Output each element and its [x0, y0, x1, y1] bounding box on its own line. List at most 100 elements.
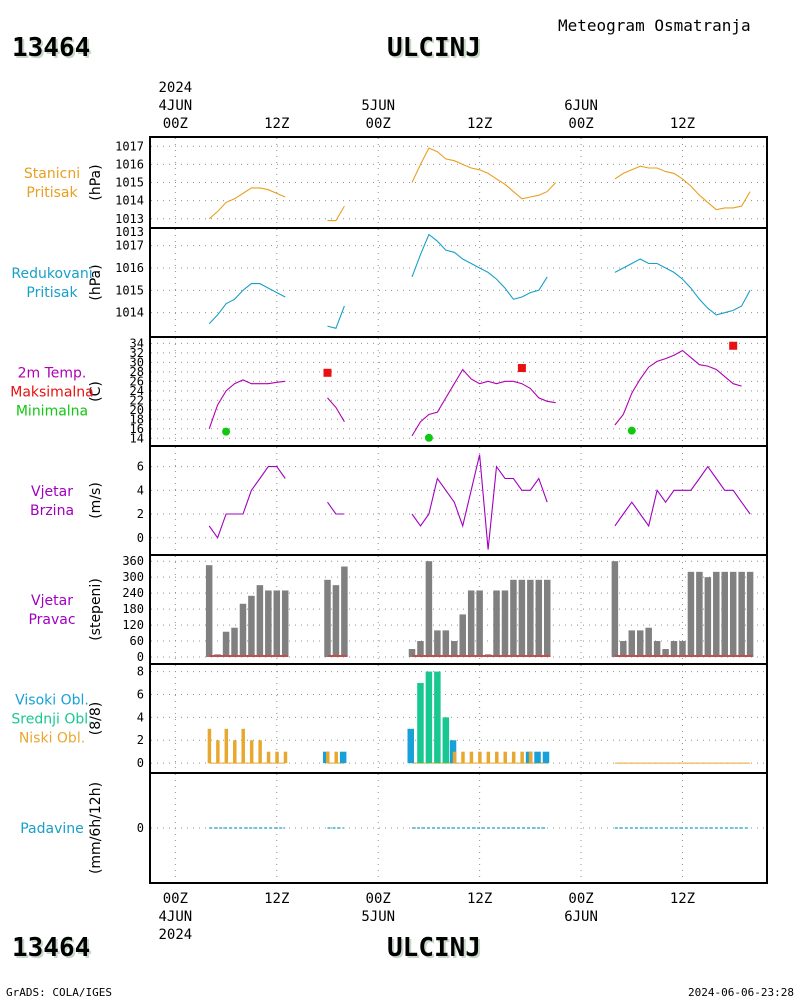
y-tick-label: 1017 — [115, 239, 144, 253]
panel-data-cloud_cover — [207, 671, 751, 764]
wind-direction-bar — [256, 585, 264, 658]
series-line-wind_speed — [208, 466, 286, 539]
wind-direction-bar — [501, 590, 509, 658]
panel-data-reduced_pressure — [208, 233, 751, 329]
panel-data-wind_direction — [205, 561, 754, 658]
cloud-low-bar — [283, 751, 288, 764]
panel-label: Minimalna — [16, 404, 88, 420]
series-line-wind_speed — [411, 454, 548, 550]
wind-direction-bar — [527, 579, 534, 658]
cloud-low-bar — [207, 728, 212, 764]
y-tick-label-cut: 1013 — [115, 225, 144, 239]
panel-cloud_cover: 0 2 4 6 8 (8/8)Visoki Obl. Srednji Obl. Niski O… — [11, 663, 768, 774]
wind-direction-bar — [518, 579, 526, 658]
wind-direction-bar — [341, 566, 348, 658]
y-axis-unit: (C) — [88, 381, 104, 402]
wind-direction-bar — [662, 649, 669, 658]
y-tick-label: 360 — [122, 554, 144, 568]
y-axis-unit: (m/s) — [88, 482, 104, 519]
cloud-high-bar — [542, 751, 550, 764]
time-tick-bottom: 12Z — [670, 891, 695, 907]
timestamp-text: 2024-06-06-23:28 — [688, 986, 794, 999]
wind-direction-bar — [679, 641, 686, 658]
series-line-reduced_pressure — [614, 258, 751, 316]
y-tick-label: 1016 — [115, 261, 144, 275]
y-tick-label: 30 — [130, 355, 144, 369]
panel-label: Stanicni — [24, 166, 80, 182]
wind-direction-bar — [729, 571, 737, 658]
date-label-bottom: 5JUN — [361, 909, 395, 925]
min-temp-marker — [424, 433, 433, 442]
cloud-low-bar — [461, 751, 465, 764]
wind-direction-bar — [636, 630, 644, 658]
series-line-station_pressure — [614, 165, 751, 211]
wind-direction-bar — [459, 614, 466, 658]
cloud-low-bar — [325, 751, 330, 764]
time-tick-top: 12Z — [467, 116, 492, 132]
wind-direction-bar — [324, 579, 331, 658]
year-label-top: 2024 — [158, 80, 192, 96]
cloud-low-bar — [216, 740, 220, 764]
series-line-temperature — [327, 397, 345, 422]
y-tick-label: 2 — [137, 733, 144, 747]
panel-data-wind_speed — [208, 454, 751, 550]
panel-label: Pritisak — [26, 185, 78, 201]
time-tick-top: 00Z — [366, 116, 391, 132]
wind-direction-bar — [434, 630, 441, 658]
y-tick-label: 1017 — [115, 139, 144, 153]
wind-direction-bar — [281, 590, 289, 658]
cloud-low-bar — [511, 751, 516, 764]
y-tick-label: 240 — [122, 586, 144, 600]
cloud-low-bar — [495, 751, 499, 764]
panel-wind_direction: 0 60 120 180 240 300 360 (stepeni) Vjetar Pravac — [28, 554, 768, 665]
station-name-bottom: ULCINJ — [387, 933, 481, 963]
wind-direction-bar — [408, 649, 416, 658]
cloud-low-bar — [478, 751, 482, 764]
panel-label: Vjetar — [31, 484, 73, 500]
panel-label: Pritisak — [26, 285, 78, 301]
y-tick-label: 180 — [122, 602, 144, 616]
y-tick-label: 28 — [130, 365, 144, 379]
cloud-low-bar — [258, 740, 262, 764]
panel-label: Pravac — [28, 612, 75, 628]
wind-direction-bar — [451, 641, 458, 658]
wind-direction-bar — [442, 630, 450, 658]
y-tick-label: 20 — [130, 403, 144, 417]
wind-direction-bar — [653, 641, 661, 658]
panel-label: Visoki Obl. — [15, 693, 89, 709]
cloud-low-bar — [241, 728, 245, 764]
panel-label: Redukovani — [11, 266, 92, 282]
time-tick-bottom: 12Z — [467, 891, 492, 907]
credit-text: GrADS: COLA/IGES — [6, 986, 112, 999]
time-tick-bottom: 00Z — [163, 891, 188, 907]
cloud-mid-bar — [434, 671, 441, 764]
panel-label: Brzina — [30, 503, 74, 519]
panel-frame — [149, 336, 768, 447]
cloud-high-bar — [534, 751, 541, 764]
wind-direction-bar — [670, 641, 678, 658]
date-label-bottom: 4JUN — [158, 909, 192, 925]
wind-direction-bar — [467, 590, 475, 658]
y-tick-label: 0 — [137, 531, 144, 545]
series-line-temperature — [208, 379, 286, 429]
cloud-mid-bar — [442, 717, 450, 764]
panel-data-temperature — [208, 341, 742, 442]
station-id-bottom: 13464 — [12, 933, 90, 963]
y-tick-label: 2 — [137, 507, 144, 521]
wind-direction-bar — [239, 603, 247, 658]
series-line-wind_speed — [614, 465, 751, 528]
date-label-top: 6JUN — [564, 98, 598, 114]
cloud-low-bar — [266, 751, 271, 764]
time-tick-bottom: 00Z — [568, 891, 593, 907]
cloud-low-bar — [520, 751, 524, 764]
wind-direction-bar — [535, 579, 543, 658]
wind-direction-bar — [543, 579, 551, 658]
panel-data-station_pressure — [208, 147, 751, 222]
time-tick-bottom: 12Z — [264, 891, 289, 907]
wind-direction-bar — [425, 561, 433, 658]
y-axis-unit: (8/8) — [88, 702, 104, 735]
wind-direction-bar — [205, 565, 213, 658]
time-tick-top: 12Z — [264, 116, 289, 132]
